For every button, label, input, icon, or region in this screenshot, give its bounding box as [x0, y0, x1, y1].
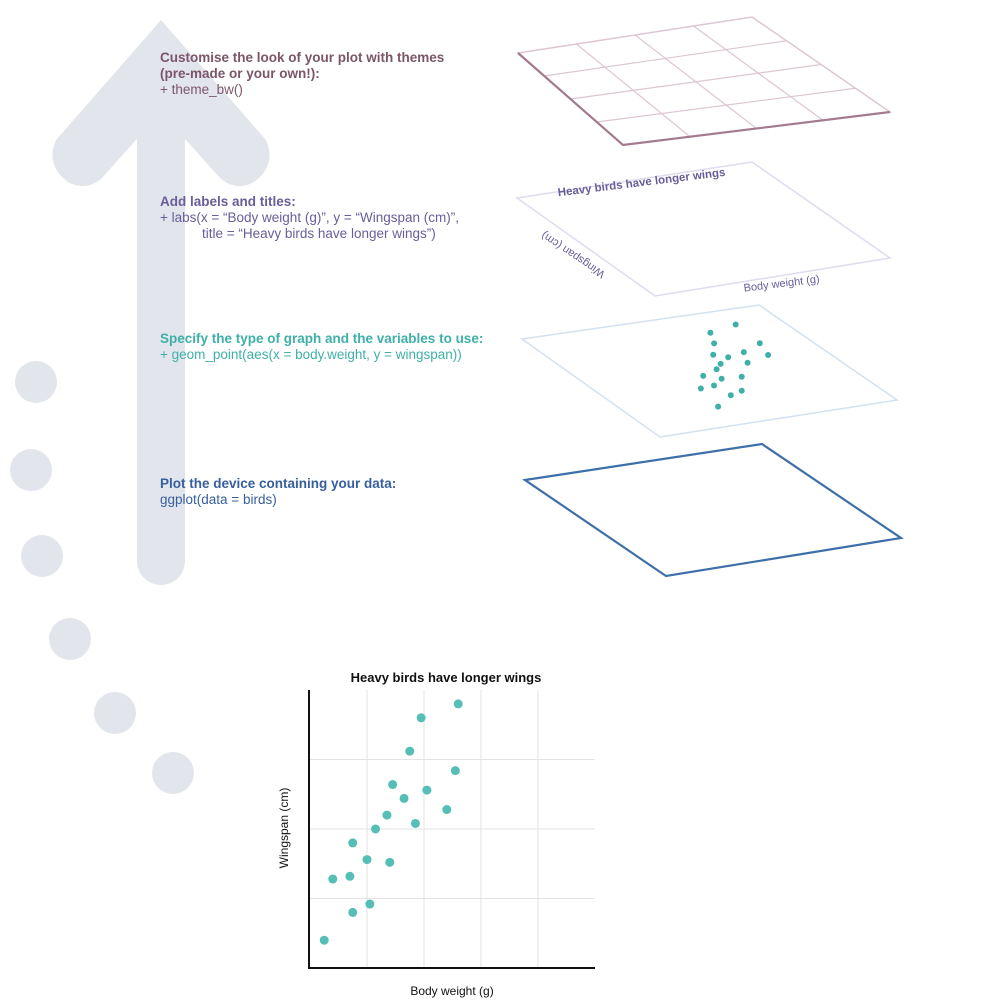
plane-data-point	[738, 373, 745, 380]
data-point	[442, 805, 452, 815]
plane-xlabel: Body weight (g)	[743, 273, 820, 294]
data-point	[382, 810, 392, 820]
plane-data-point	[756, 340, 763, 347]
dot-5	[94, 692, 136, 734]
plane-data-point	[738, 387, 745, 394]
labels-code-line-2: title = “Heavy birds have longer wings”)	[202, 226, 436, 241]
geom-code: + geom_point(aes(x = body.weight, y = wi…	[160, 347, 462, 362]
layer-planes: Heavy birds have longer wings Wingspan (…	[515, 16, 904, 578]
dot-6	[152, 752, 194, 794]
plane-data-point	[765, 352, 772, 358]
data-layer-description: Plot the device containing your data: gg…	[160, 476, 396, 508]
arrow-head	[52, 20, 270, 187]
data-point	[319, 935, 329, 945]
data-heading: Plot the device containing your data:	[160, 476, 397, 491]
plane-data-point	[740, 349, 747, 356]
plane-data-point	[744, 359, 751, 366]
data-point	[399, 793, 409, 803]
labels-code-line-1: + labs(x = “Body weight (g)”, y = “Wings…	[160, 210, 459, 225]
plane-data-point	[711, 340, 718, 347]
data-code: ggplot(data = birds)	[160, 492, 277, 507]
dot-3	[21, 535, 63, 577]
data-point	[410, 818, 420, 828]
plane-data-point	[732, 321, 739, 328]
geom-layer-description: Specify the type of graph and the variab…	[160, 331, 483, 363]
data-point	[385, 857, 395, 867]
labels-heading: Add labels and titles:	[160, 194, 296, 209]
data-point	[348, 907, 358, 917]
data-point	[348, 838, 358, 848]
plane-data-point	[707, 329, 714, 336]
data-point	[345, 871, 355, 881]
data-point	[362, 855, 372, 865]
plane-data-point	[711, 382, 717, 389]
dot-1	[15, 361, 57, 403]
labels-plane: Heavy birds have longer wings Wingspan (…	[515, 161, 892, 297]
data-point	[422, 785, 432, 795]
data-point	[371, 824, 381, 834]
theme-code: + theme_bw()	[160, 82, 243, 97]
data-point	[405, 746, 415, 756]
data-point	[453, 699, 463, 709]
dot-2	[10, 449, 52, 491]
theme-heading-2: (pre-made or your own!):	[160, 66, 320, 81]
theme-plane	[516, 16, 893, 147]
plane-data-point	[725, 354, 732, 361]
theme-heading: Customise the look of your plot with the…	[160, 50, 445, 65]
plane-data-point	[700, 372, 707, 379]
chart-points	[319, 699, 463, 945]
dot-4	[49, 618, 91, 660]
data-point	[365, 899, 375, 909]
labels-layer-description: Add labels and titles: + labs(x = “Body …	[160, 194, 459, 242]
data-point	[416, 713, 426, 723]
arrow-shaft	[137, 40, 185, 585]
geom-heading: Specify the type of graph and the variab…	[160, 331, 484, 346]
data-point	[388, 780, 398, 790]
chart-ylabel: Wingspan (cm)	[277, 788, 291, 869]
data-plane	[522, 442, 904, 578]
plane-data-point	[717, 360, 724, 367]
theme-layer-description: Customise the look of your plot with the…	[160, 50, 444, 98]
geom-plane	[520, 304, 899, 438]
chart-grid	[310, 690, 595, 968]
plane-title: Heavy birds have longer wings	[557, 167, 726, 199]
plane-data-point	[715, 403, 722, 410]
plane-data-point	[697, 385, 704, 392]
data-point	[328, 874, 338, 884]
data-point	[450, 766, 460, 776]
plane-data-point	[713, 366, 720, 373]
plane-data-point	[727, 392, 734, 399]
chart-xlabel: Body weight (g)	[410, 984, 493, 998]
plane-data-point	[718, 375, 725, 382]
plane-data-point	[710, 351, 717, 358]
chart-title: Heavy birds have longer wings	[351, 670, 542, 685]
final-scatter-chart: Heavy birds have longer wings Body weigh…	[277, 670, 595, 998]
